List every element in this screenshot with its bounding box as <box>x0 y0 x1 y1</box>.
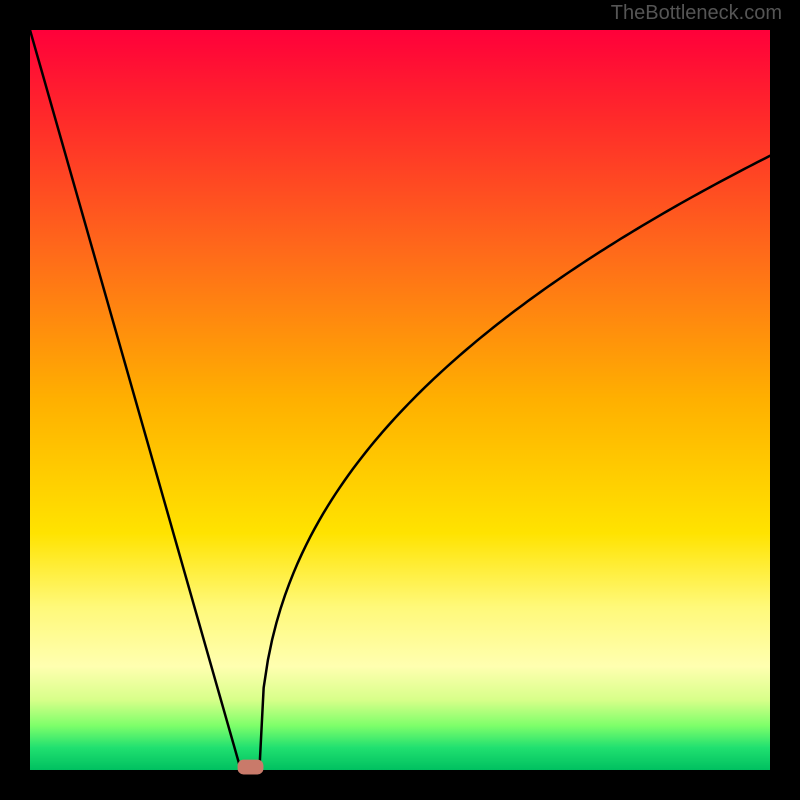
optimal-point-marker <box>238 760 264 775</box>
chart-container: TheBottleneck.com <box>0 0 800 800</box>
gradient-background <box>30 30 770 770</box>
bottleneck-chart <box>0 0 800 800</box>
watermark-text: TheBottleneck.com <box>611 2 782 25</box>
